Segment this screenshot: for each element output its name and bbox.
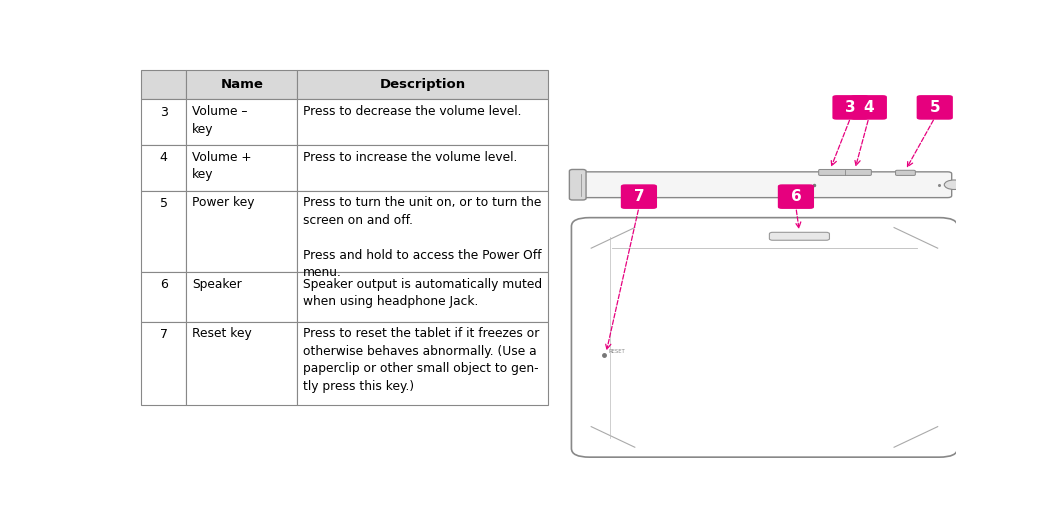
Bar <box>297 191 548 272</box>
FancyBboxPatch shape <box>571 218 958 457</box>
Text: Reset key: Reset key <box>192 327 252 340</box>
Bar <box>297 70 548 99</box>
FancyBboxPatch shape <box>917 95 953 119</box>
Circle shape <box>944 180 964 190</box>
Bar <box>186 272 297 321</box>
Text: Press to decrease the volume level.: Press to decrease the volume level. <box>303 105 521 118</box>
Bar <box>186 321 297 405</box>
Text: RESET: RESET <box>609 349 626 354</box>
Text: 6: 6 <box>159 278 168 291</box>
Bar <box>186 99 297 145</box>
Bar <box>297 272 548 321</box>
Bar <box>297 145 548 191</box>
Text: 3: 3 <box>845 100 856 115</box>
FancyBboxPatch shape <box>851 95 887 119</box>
FancyBboxPatch shape <box>777 184 815 209</box>
FancyBboxPatch shape <box>895 170 915 176</box>
Text: Press to increase the volume level.: Press to increase the volume level. <box>303 150 517 164</box>
Bar <box>141 145 186 191</box>
FancyBboxPatch shape <box>569 169 586 200</box>
Text: Volume +
key: Volume + key <box>192 150 252 181</box>
Bar <box>297 99 548 145</box>
Bar <box>186 70 297 99</box>
Bar <box>141 191 186 272</box>
Text: Press to reset the tablet if it freezes or
otherwise behaves abnormally. (Use a
: Press to reset the tablet if it freezes … <box>303 327 539 392</box>
Text: Name: Name <box>221 78 263 91</box>
FancyBboxPatch shape <box>578 172 952 198</box>
Bar <box>141 321 186 405</box>
Text: Speaker output is automatically muted
when using headphone Jack.: Speaker output is automatically muted wh… <box>303 278 543 308</box>
Bar <box>141 272 186 321</box>
Text: 6: 6 <box>790 189 802 204</box>
Text: 7: 7 <box>634 189 645 204</box>
Text: Volume –
key: Volume – key <box>192 105 247 135</box>
Text: 7: 7 <box>159 328 168 341</box>
Text: 5: 5 <box>159 197 168 210</box>
Bar <box>297 321 548 405</box>
Bar <box>141 70 186 99</box>
Text: 4: 4 <box>159 151 168 164</box>
FancyBboxPatch shape <box>621 184 657 209</box>
FancyBboxPatch shape <box>819 169 871 176</box>
FancyBboxPatch shape <box>833 95 869 119</box>
Text: Press to turn the unit on, or to turn the
screen on and off.

Press and hold to : Press to turn the unit on, or to turn th… <box>303 196 542 279</box>
Text: 3: 3 <box>159 106 168 119</box>
Text: 5: 5 <box>929 100 940 115</box>
Text: 4: 4 <box>863 100 874 115</box>
Bar <box>186 145 297 191</box>
FancyBboxPatch shape <box>769 232 829 240</box>
Bar <box>186 191 297 272</box>
Text: Power key: Power key <box>192 196 255 209</box>
Text: Description: Description <box>380 78 466 91</box>
Bar <box>141 99 186 145</box>
Text: Speaker: Speaker <box>192 278 242 290</box>
